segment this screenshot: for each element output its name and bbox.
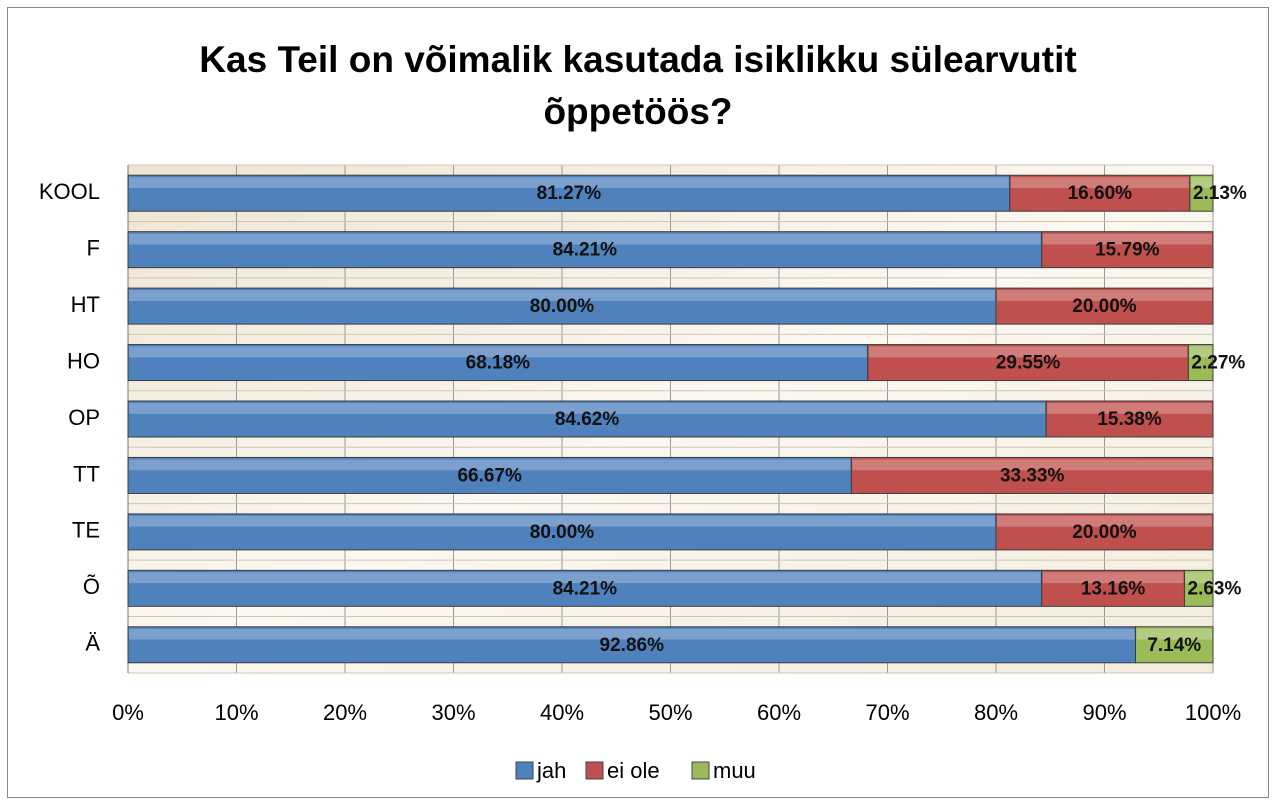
data-label: 92.86%	[600, 635, 665, 656]
data-label: 15.38%	[1097, 409, 1162, 430]
bar-segment	[127, 174, 1011, 212]
bar-shine	[129, 628, 1135, 640]
x-tick-label: 100%	[1185, 700, 1241, 725]
data-label: 16.60%	[1068, 183, 1133, 204]
bar-shine	[129, 177, 1009, 189]
y-tick-label: OP	[68, 405, 100, 430]
data-label: 84.21%	[553, 240, 618, 261]
x-tick-label: 0%	[112, 700, 144, 725]
y-tick-label: TT	[73, 461, 100, 486]
data-label: 80.00%	[530, 296, 595, 317]
bar-segment	[1009, 174, 1191, 212]
bar-shine	[1047, 403, 1212, 414]
y-tick-label: TE	[72, 518, 100, 543]
bar-shine	[129, 459, 851, 471]
x-tick-label: 60%	[757, 700, 801, 725]
bar-segment	[127, 400, 1047, 438]
bar-shine	[1190, 177, 1212, 189]
data-label: 15.79%	[1095, 240, 1160, 261]
bar-segment	[127, 569, 1043, 607]
bar-segment	[995, 287, 1214, 325]
bar-shine	[997, 515, 1212, 527]
legend-swatch	[515, 761, 534, 780]
x-tick-label: 40%	[540, 700, 584, 725]
data-label: 2.63%	[1188, 578, 1242, 599]
bar-segment	[1041, 569, 1185, 607]
x-tick-label: 10%	[214, 700, 258, 725]
bar-shine	[1010, 177, 1189, 189]
chart-frame	[7, 7, 1269, 798]
data-label: 84.21%	[553, 578, 618, 599]
bar-segment	[850, 456, 1214, 494]
x-tick-label: 50%	[648, 700, 692, 725]
x-tick-label: 90%	[1082, 700, 1126, 725]
data-label: 68.18%	[466, 353, 531, 374]
bar-shine	[129, 572, 1041, 584]
bar-shine	[1042, 233, 1212, 245]
bar-segment	[127, 231, 1043, 269]
x-tick-label: 30%	[431, 700, 475, 725]
y-tick-label: HO	[67, 348, 100, 373]
bar-segment	[1187, 344, 1214, 382]
chart-title: Kas Teil on võimalik kasutada isiklikku …	[199, 39, 1077, 132]
bar-shine	[129, 346, 867, 358]
x-tick-label: 20%	[323, 700, 367, 725]
y-tick-label: Õ	[83, 574, 100, 599]
data-label: 84.62%	[555, 409, 620, 430]
bar-shine	[852, 459, 1212, 471]
y-tick-label: F	[87, 235, 100, 260]
bar-segment	[127, 513, 997, 551]
x-tick-label: 80%	[974, 700, 1018, 725]
bar-segment	[127, 287, 997, 325]
data-label: 2.27%	[1191, 353, 1245, 374]
bar-segment	[1183, 569, 1214, 607]
bar-shine	[997, 290, 1212, 301]
x-tick-label: 70%	[865, 700, 909, 725]
y-tick-label: Ä	[85, 631, 100, 656]
bar-segment	[1189, 174, 1214, 212]
legend-label: ei ole	[607, 758, 660, 783]
y-tick-label: KOOL	[39, 179, 100, 204]
data-label: 13.16%	[1081, 578, 1146, 599]
legend-label: jah	[536, 758, 566, 783]
data-label: 80.00%	[530, 522, 595, 543]
bar-shine	[1189, 346, 1212, 358]
bar-segment	[867, 344, 1189, 382]
bar-shine	[129, 290, 995, 301]
bar-segment	[1045, 400, 1214, 438]
bar-shine	[868, 346, 1188, 358]
bar-shine	[129, 515, 995, 527]
bar-shine	[1136, 628, 1212, 640]
bar-shine	[129, 233, 1041, 245]
bar-segment	[127, 456, 852, 494]
bar-shine	[1042, 572, 1184, 584]
data-label: 20.00%	[1072, 296, 1137, 317]
bar-segment	[127, 344, 869, 382]
bar-shine	[1185, 572, 1212, 584]
data-label: 33.33%	[1000, 465, 1065, 486]
bar-shine	[129, 403, 1046, 414]
legend-swatch	[691, 761, 710, 780]
data-label: 20.00%	[1072, 522, 1137, 543]
bar-segment	[1135, 626, 1214, 664]
data-label: 81.27%	[537, 183, 602, 204]
y-tick-label: HT	[71, 292, 100, 317]
legend-label: muu	[713, 758, 756, 783]
bar-segment	[995, 513, 1214, 551]
legend-swatch	[585, 761, 604, 780]
data-label: 7.14%	[1147, 635, 1201, 656]
data-label: 2.13%	[1193, 183, 1247, 204]
data-label: 66.67%	[457, 465, 522, 486]
bar-segment	[1041, 231, 1214, 269]
data-label: 29.55%	[996, 353, 1061, 374]
